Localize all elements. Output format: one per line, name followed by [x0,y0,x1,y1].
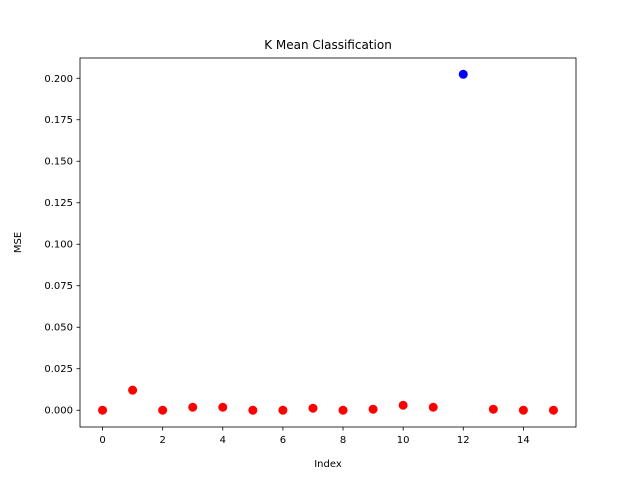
data-point-12 [458,69,468,79]
x-tick-label-1: 2 [159,435,165,446]
y-tick-label-7: 0.175 [44,115,73,126]
x-tick-label-7: 14 [517,435,530,446]
x-axis-label: Index [314,459,342,470]
data-point-15 [548,405,558,415]
y-tick-label-0: 0.000 [44,406,73,417]
data-point-6 [278,405,288,415]
chart-title: K Mean Classification [264,38,392,52]
x-axis: 0 2 4 6 8 10 12 14 [99,427,530,446]
y-tick-label-1: 0.025 [44,364,73,375]
y-tick-label-5: 0.125 [44,198,73,209]
y-axis: 0.000 0.025 0.050 0.075 0.100 0.125 0.150 0.175… [44,74,80,417]
y-axis-label: MSE [13,232,24,253]
data-point-10 [398,400,408,410]
y-tick-label-2: 0.050 [44,323,73,334]
data-point-8 [338,405,348,415]
axes-frame [79,57,577,428]
x-tick-label-3: 6 [280,435,286,446]
data-point-9 [368,404,378,414]
y-tick-label-8: 0.200 [44,74,73,85]
x-tick-label-5: 10 [397,435,410,446]
data-point-2 [158,405,168,415]
x-tick-label-0: 0 [99,435,105,446]
x-tick-label-6: 12 [457,435,470,446]
data-point-0 [98,405,108,415]
data-point-1 [128,385,138,395]
data-point-5 [248,405,258,415]
data-point-11 [428,402,438,412]
x-tick-label-2: 4 [220,435,226,446]
y-tick-label-6: 0.150 [44,157,73,168]
data-point-3 [188,402,198,412]
data-point-14 [518,405,528,415]
data-point-4 [218,402,228,412]
data-point-13 [488,404,498,414]
y-tick-label-4: 0.100 [44,240,73,251]
plot-area [98,69,558,415]
x-tick-label-4: 8 [340,435,346,446]
y-tick-label-3: 0.075 [44,281,73,292]
data-point-7 [308,403,318,413]
